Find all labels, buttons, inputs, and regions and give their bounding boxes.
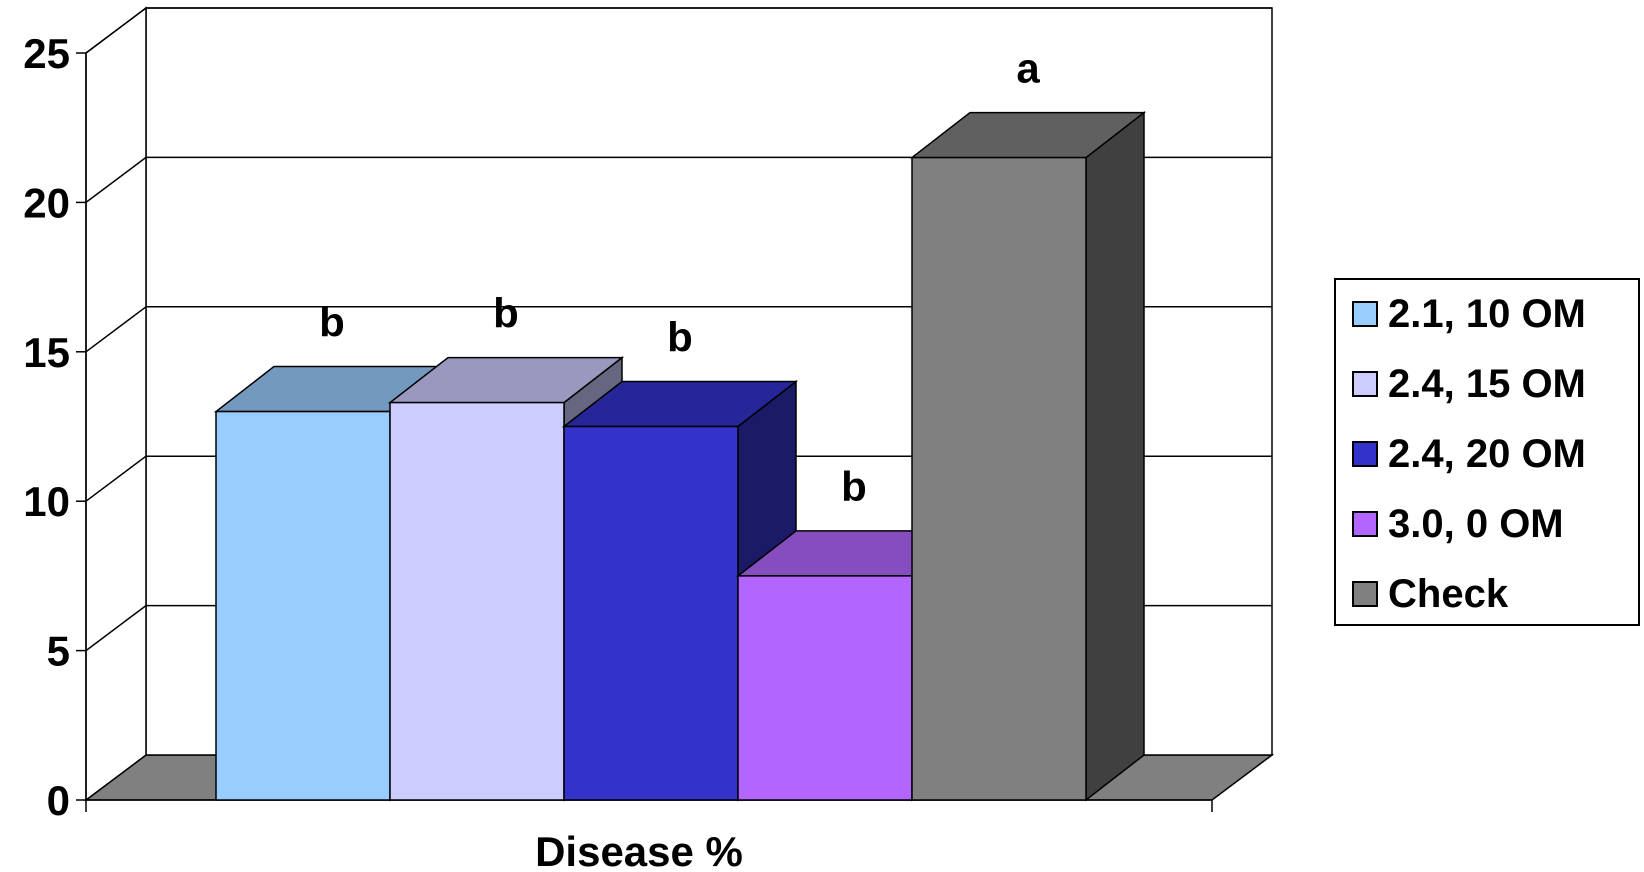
- legend-label: 3.0, 0 OM: [1388, 502, 1564, 546]
- bar-front: [389, 401, 565, 801]
- significance-label: b: [319, 299, 345, 346]
- significance-label: b: [667, 314, 693, 361]
- side-wall: [85, 6, 147, 802]
- legend-swatch: [1352, 301, 1378, 327]
- y-tick-label: 25: [23, 30, 70, 77]
- bar-front: [563, 425, 739, 801]
- legend-item: 2.4, 15 OM: [1352, 364, 1586, 404]
- legend-item: 3.0, 0 OM: [1352, 504, 1564, 544]
- legend-item: Check: [1352, 574, 1508, 614]
- legend-label: Check: [1388, 572, 1509, 616]
- y-tick-label: 5: [47, 628, 70, 675]
- legend-swatch: [1352, 511, 1378, 537]
- y-tick-label: 20: [23, 179, 70, 226]
- legend-swatch: [1352, 581, 1378, 607]
- bar-5: [909, 111, 1147, 802]
- legend-item: 2.1, 10 OM: [1352, 294, 1586, 334]
- y-tick-label: 15: [23, 329, 70, 376]
- bar-side: [1085, 111, 1145, 802]
- bars: [213, 111, 1147, 802]
- gridline-side: [85, 455, 147, 502]
- gridline-side: [85, 7, 147, 54]
- gridline-side: [85, 156, 147, 203]
- significance-label: a: [1016, 45, 1040, 92]
- significance-label: b: [493, 290, 519, 337]
- bar-front: [911, 156, 1087, 801]
- gridline-side: [85, 306, 147, 353]
- significance-label: b: [841, 463, 867, 510]
- y-tick-label: 0: [47, 777, 70, 824]
- legend-swatch: [1352, 441, 1378, 467]
- legend-swatch: [1352, 371, 1378, 397]
- legend: 2.1, 10 OM 2.4, 15 OM 2.4, 20 OM 3.0, 0 OM C…: [1334, 278, 1640, 626]
- legend-label: 2.4, 20 OM: [1388, 432, 1586, 476]
- y-tick-labels: 0 5 10 15 20 25: [23, 30, 70, 824]
- y-tick-label: 10: [23, 478, 70, 525]
- legend-label: 2.1, 10 OM: [1388, 292, 1586, 336]
- legend-label: 2.4, 15 OM: [1388, 362, 1586, 406]
- gridline-side: [85, 604, 147, 652]
- bar-front: [737, 575, 913, 801]
- legend-item: 2.4, 20 OM: [1352, 434, 1586, 474]
- significance-labels: b b b b a: [319, 45, 1040, 510]
- bar-front: [215, 410, 391, 801]
- x-axis-label: Disease %: [535, 828, 743, 872]
